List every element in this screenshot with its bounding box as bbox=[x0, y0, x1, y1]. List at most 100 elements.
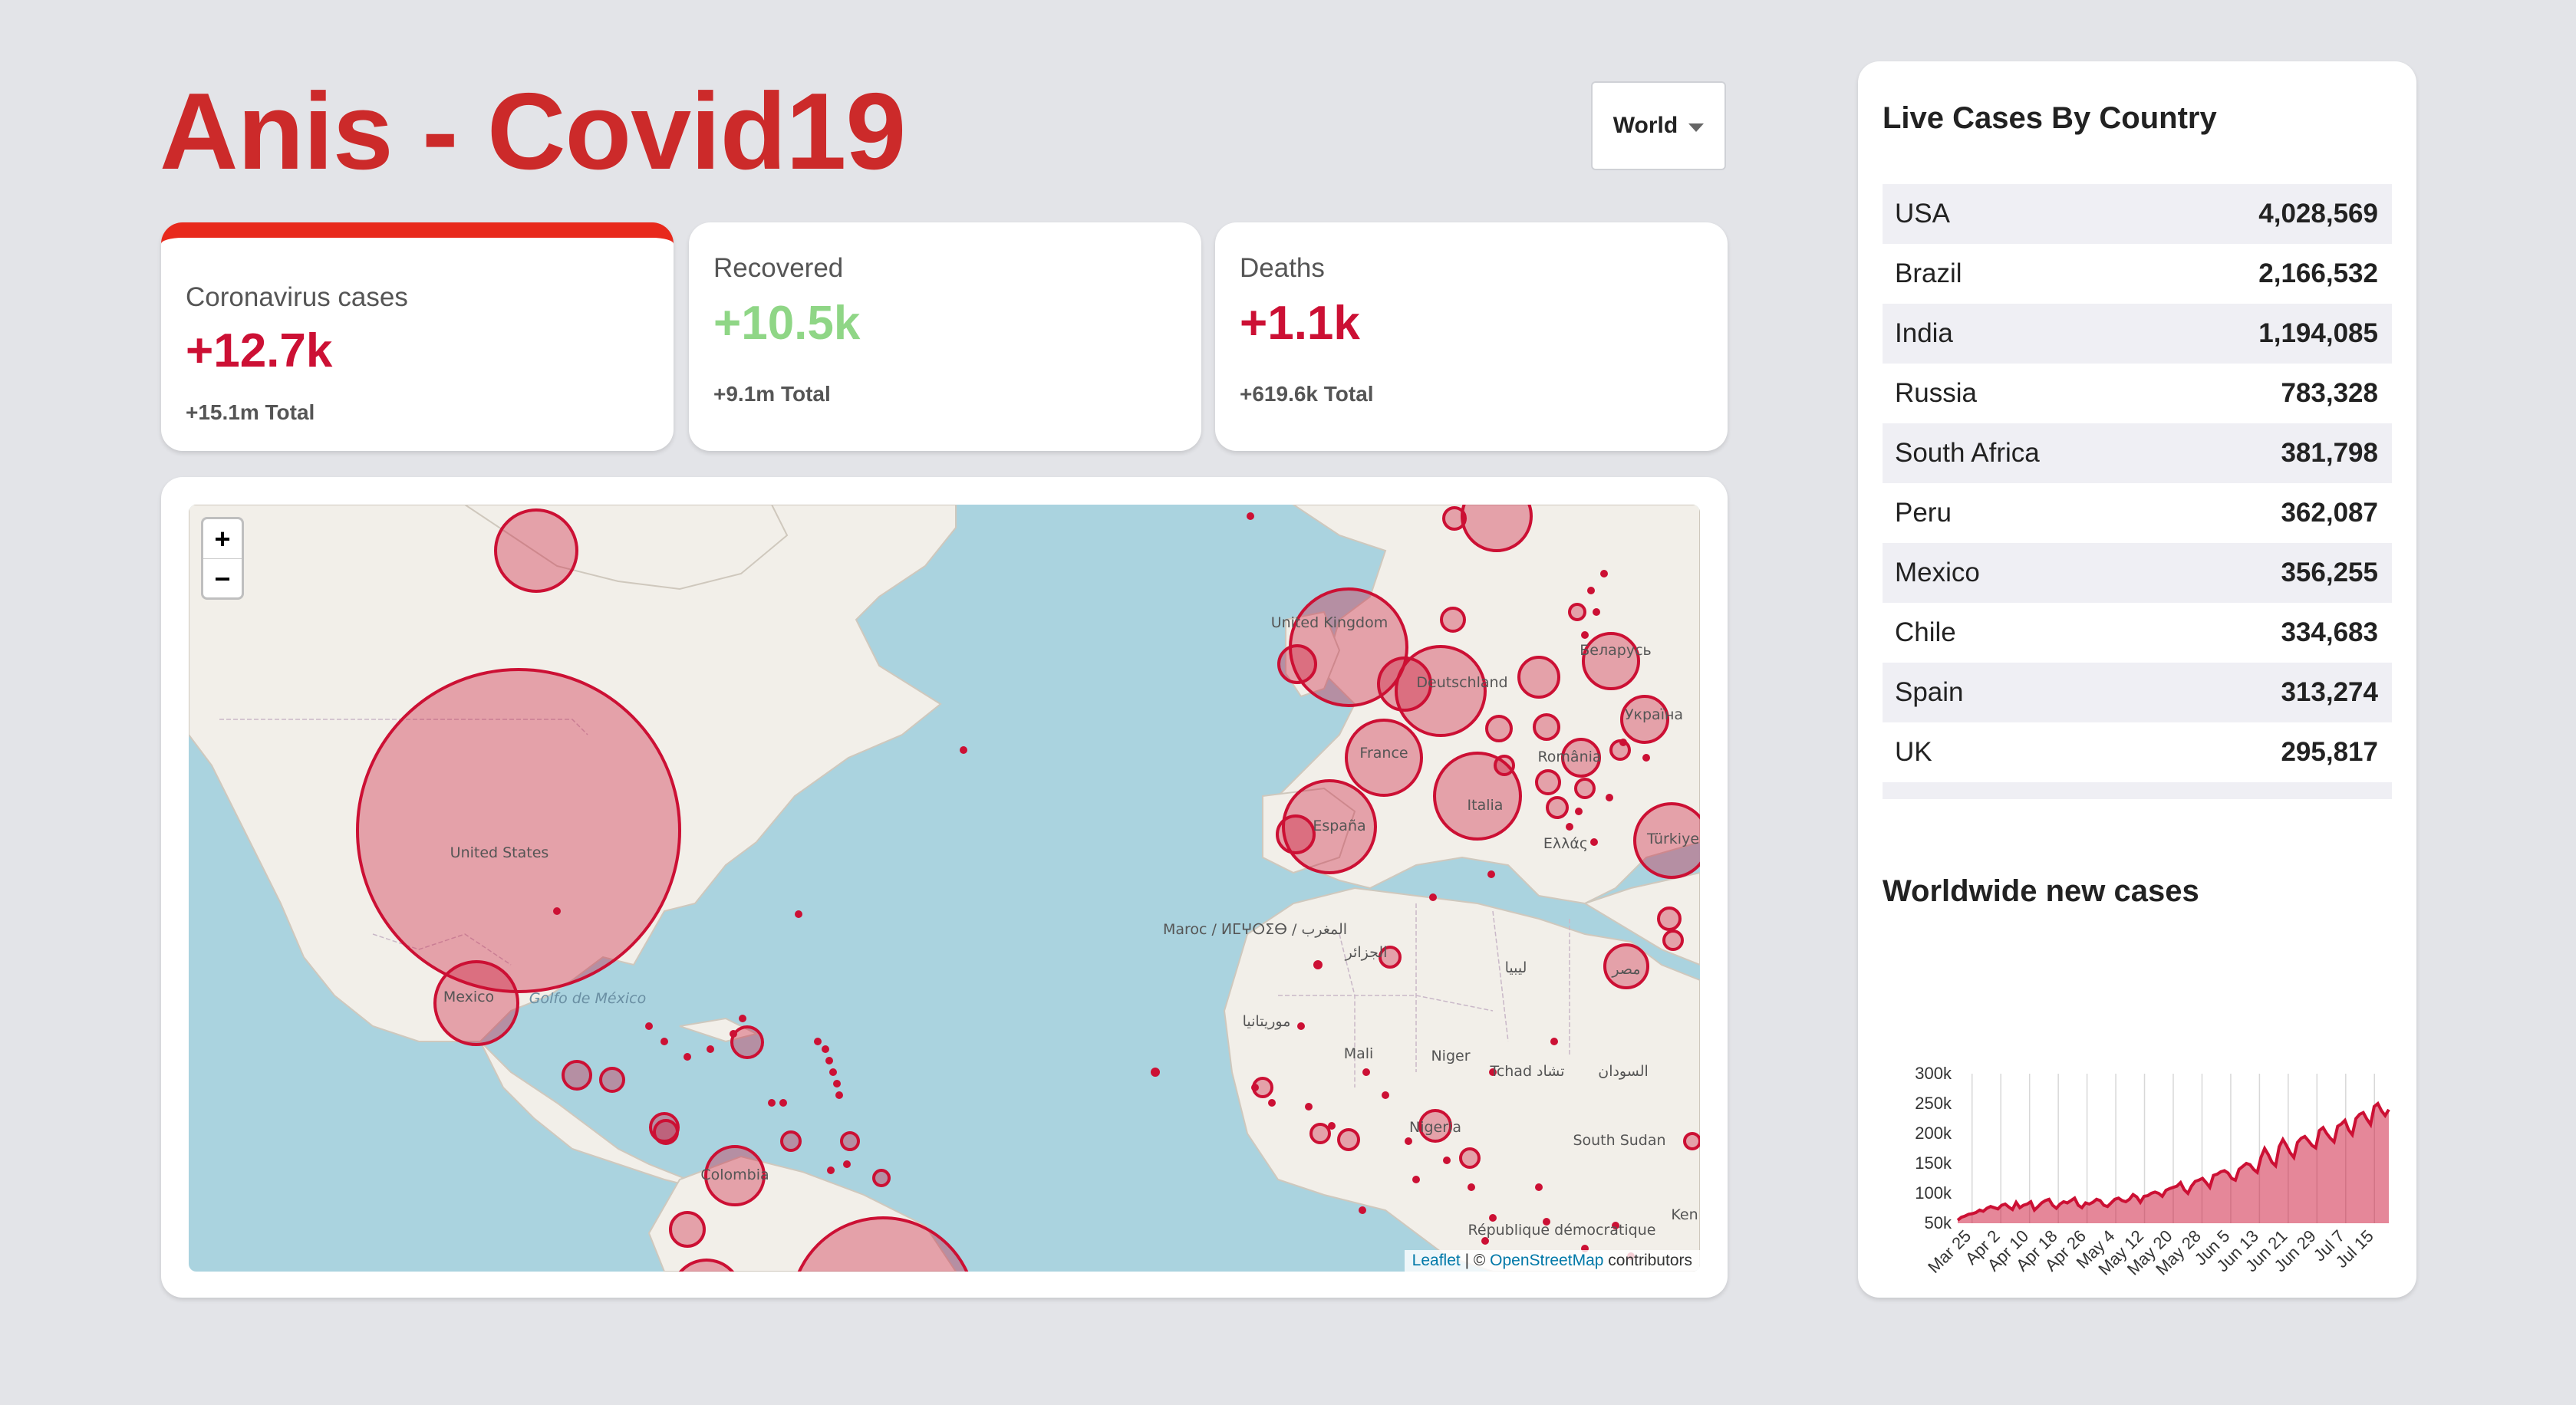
marker-ghana bbox=[1337, 1128, 1360, 1151]
marker-panama bbox=[653, 1119, 679, 1145]
marker-germany bbox=[1395, 645, 1487, 737]
row-cases: 362,087 bbox=[2281, 498, 2378, 528]
marker-croatia bbox=[1494, 755, 1515, 776]
map-label: France bbox=[1359, 745, 1408, 762]
land-central-america bbox=[479, 1041, 726, 1196]
stat-value: +10.5k bbox=[713, 297, 861, 350]
marker-greece bbox=[1546, 796, 1569, 819]
table-row: Peru 362,087 bbox=[1883, 483, 2392, 543]
stat-total: +15.1m Total bbox=[186, 400, 315, 424]
stat-total: +9.1m Total bbox=[713, 382, 831, 406]
chevron-down-icon bbox=[1688, 123, 1705, 132]
stat-label: Deaths bbox=[1240, 253, 1325, 283]
map-label: Tchad تشاد bbox=[1489, 1063, 1564, 1080]
stat-value: +1.1k bbox=[1240, 297, 1360, 350]
marker-belgium bbox=[1377, 656, 1432, 712]
land-middle-east bbox=[1583, 871, 1700, 966]
table-row: Spain 313,274 bbox=[1883, 663, 2392, 722]
row-country: Brazil bbox=[1895, 258, 1962, 288]
table-row: India 1,194,085 bbox=[1883, 304, 2392, 364]
row-cases: 313,274 bbox=[2281, 677, 2378, 707]
stat-card-recovered[interactable]: Recovered +10.5k +9.1m Total bbox=[689, 222, 1201, 451]
marker-canada bbox=[494, 508, 578, 593]
row-cases: 2,166,532 bbox=[2258, 258, 2378, 288]
table-row: UK 295,817 bbox=[1883, 722, 2392, 782]
zoom-in-button[interactable]: + bbox=[214, 522, 231, 554]
map-label: الجزائر bbox=[1345, 944, 1388, 961]
marker-finland bbox=[1442, 506, 1467, 531]
marker-ecuador bbox=[669, 1211, 706, 1248]
marker-hungary bbox=[1533, 713, 1560, 741]
row-country: Russia bbox=[1895, 378, 1977, 408]
marker-lithuania bbox=[1568, 603, 1586, 621]
marker-brazil bbox=[797, 1216, 969, 1272]
marker-serbia bbox=[1535, 769, 1561, 795]
table-row: South Africa 381,798 bbox=[1883, 423, 2392, 483]
map-label: Україна bbox=[1625, 706, 1683, 723]
country-table[interactable]: USA 4,028,569 Brazil 2,166,532 India 1,194,… bbox=[1883, 184, 2392, 859]
leaflet-link[interactable]: Leaflet bbox=[1412, 1252, 1461, 1269]
marker-belarus bbox=[1582, 632, 1640, 690]
marker-mexico bbox=[433, 960, 519, 1046]
map-label: România bbox=[1537, 749, 1601, 765]
y-tick-label: 300k bbox=[1915, 1064, 1952, 1083]
marker-peru bbox=[678, 1259, 735, 1272]
marker-cameroon bbox=[1459, 1147, 1481, 1169]
table-row-partial bbox=[1883, 782, 2392, 799]
marker-france bbox=[1345, 719, 1423, 797]
marker-morocco bbox=[1379, 946, 1402, 969]
marker-colombia bbox=[704, 1145, 766, 1206]
world-map[interactable]: United States Mexico Golfo de México Col… bbox=[189, 505, 1700, 1272]
map-label: España bbox=[1313, 818, 1365, 834]
map-label: ليبيا bbox=[1505, 959, 1527, 976]
marker-bolivia bbox=[840, 1131, 860, 1151]
y-tick-label: 150k bbox=[1915, 1153, 1952, 1173]
marker-israel bbox=[1657, 907, 1682, 931]
land-africa bbox=[1223, 887, 1700, 1272]
land-caribbean bbox=[679, 1017, 759, 1043]
sidebar-card: Live Cases By Country USA 4,028,569 Brazi… bbox=[1858, 61, 2416, 1298]
marker-honduras bbox=[599, 1067, 625, 1093]
live-cases-title: Live Cases By Country bbox=[1883, 101, 2217, 135]
stat-card-deaths[interactable]: Deaths +1.1k +619.6k Total bbox=[1215, 222, 1728, 451]
table-row: USA 4,028,569 bbox=[1883, 184, 2392, 244]
marker-cuba bbox=[730, 1025, 764, 1059]
map-label: République démocratique bbox=[1468, 1222, 1656, 1239]
map-label: Maroc / ⵍⵎⵖⵔⵉⴱ / المغرب bbox=[1163, 921, 1347, 938]
stat-card-cases[interactable]: Coronavirus cases +12.7k +15.1m Total bbox=[161, 222, 674, 451]
new-cases-chart: 50k 100k 150k 200k 250k 300k Mar 25 Apr 2 Apr 10… bbox=[1883, 997, 2392, 1304]
row-cases: 1,194,085 bbox=[2258, 318, 2378, 348]
map-canvas: United States Mexico Golfo de México Col… bbox=[189, 505, 1700, 1272]
marker-venezuela bbox=[780, 1130, 802, 1152]
osm-link[interactable]: OpenStreetMap bbox=[1490, 1252, 1604, 1269]
map-label: South Sudan bbox=[1573, 1132, 1665, 1149]
marker-ivorycoast bbox=[1309, 1123, 1331, 1144]
stat-label: Recovered bbox=[713, 253, 844, 283]
country-select-dropdown[interactable]: World bbox=[1591, 81, 1726, 170]
map-label: Mexico bbox=[443, 989, 494, 1005]
attribution-tail: contributors bbox=[1603, 1252, 1692, 1269]
row-country: India bbox=[1895, 318, 1953, 348]
map-label: Mali bbox=[1344, 1045, 1374, 1062]
table-row: Chile 334,683 bbox=[1883, 603, 2392, 663]
map-label: Türkiye bbox=[1646, 831, 1699, 847]
map-label: United States bbox=[450, 844, 549, 861]
row-cases: 295,817 bbox=[2281, 737, 2378, 767]
marker-ireland bbox=[1277, 644, 1317, 684]
y-tick-label: 250k bbox=[1915, 1094, 1952, 1113]
marker-nigeria bbox=[1418, 1109, 1452, 1143]
map-label: السودان bbox=[1598, 1063, 1649, 1080]
marker-austria bbox=[1485, 715, 1513, 742]
land-greenland bbox=[463, 505, 789, 591]
marker-denmark bbox=[1440, 607, 1466, 633]
map-label: Italia bbox=[1468, 797, 1504, 814]
row-cases: 783,328 bbox=[2281, 378, 2378, 408]
y-tick-label: 200k bbox=[1915, 1124, 1952, 1143]
map-label: Nigeria bbox=[1409, 1119, 1461, 1136]
map-label: Niger bbox=[1431, 1048, 1470, 1064]
marker-bulgaria bbox=[1574, 778, 1596, 799]
zoom-out-button[interactable]: − bbox=[203, 558, 242, 598]
zoom-control: + − bbox=[201, 517, 244, 600]
marker-ukraine bbox=[1620, 695, 1669, 744]
